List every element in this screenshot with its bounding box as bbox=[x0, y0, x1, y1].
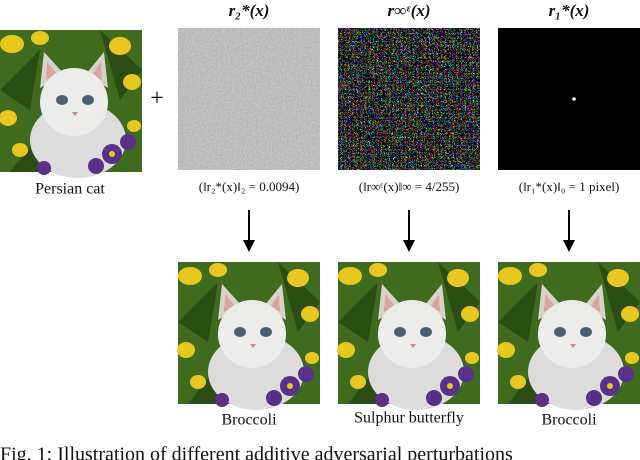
adversarial-image bbox=[497, 262, 640, 410]
perturbation-linf bbox=[338, 28, 480, 170]
plus-operator: + bbox=[150, 86, 164, 112]
prediction-label: Sulphur butterfly bbox=[354, 410, 464, 427]
column-header: r₂*(x) bbox=[229, 1, 270, 20]
perturbation-l0 bbox=[498, 28, 640, 170]
column-header: r₁*(x) bbox=[549, 1, 590, 20]
norm-label: (‖r₂*(x)‖₂ = 0.0094) bbox=[199, 179, 300, 194]
column-header: r∞ᵋ(x) bbox=[387, 1, 430, 20]
arrow-heads bbox=[243, 240, 575, 252]
arrows bbox=[248, 210, 570, 242]
source-label: Persian cat bbox=[35, 181, 105, 198]
figure-caption: Fig. 1: Illustration of different additi… bbox=[0, 444, 513, 460]
norm-label: (‖r∞ᵋ(x)‖∞ = 4/255) bbox=[359, 179, 460, 194]
single-pixel bbox=[572, 97, 576, 101]
norm-label: (‖r₁*(x)‖₀ = 1 pixel) bbox=[519, 179, 620, 194]
prediction-label: Broccoli bbox=[221, 412, 277, 429]
prediction-label: Broccoli bbox=[541, 412, 597, 429]
adversarial-image bbox=[177, 262, 320, 410]
adversarial-image bbox=[337, 262, 480, 410]
source-image bbox=[0, 30, 142, 178]
perturbation-l2 bbox=[178, 28, 320, 170]
